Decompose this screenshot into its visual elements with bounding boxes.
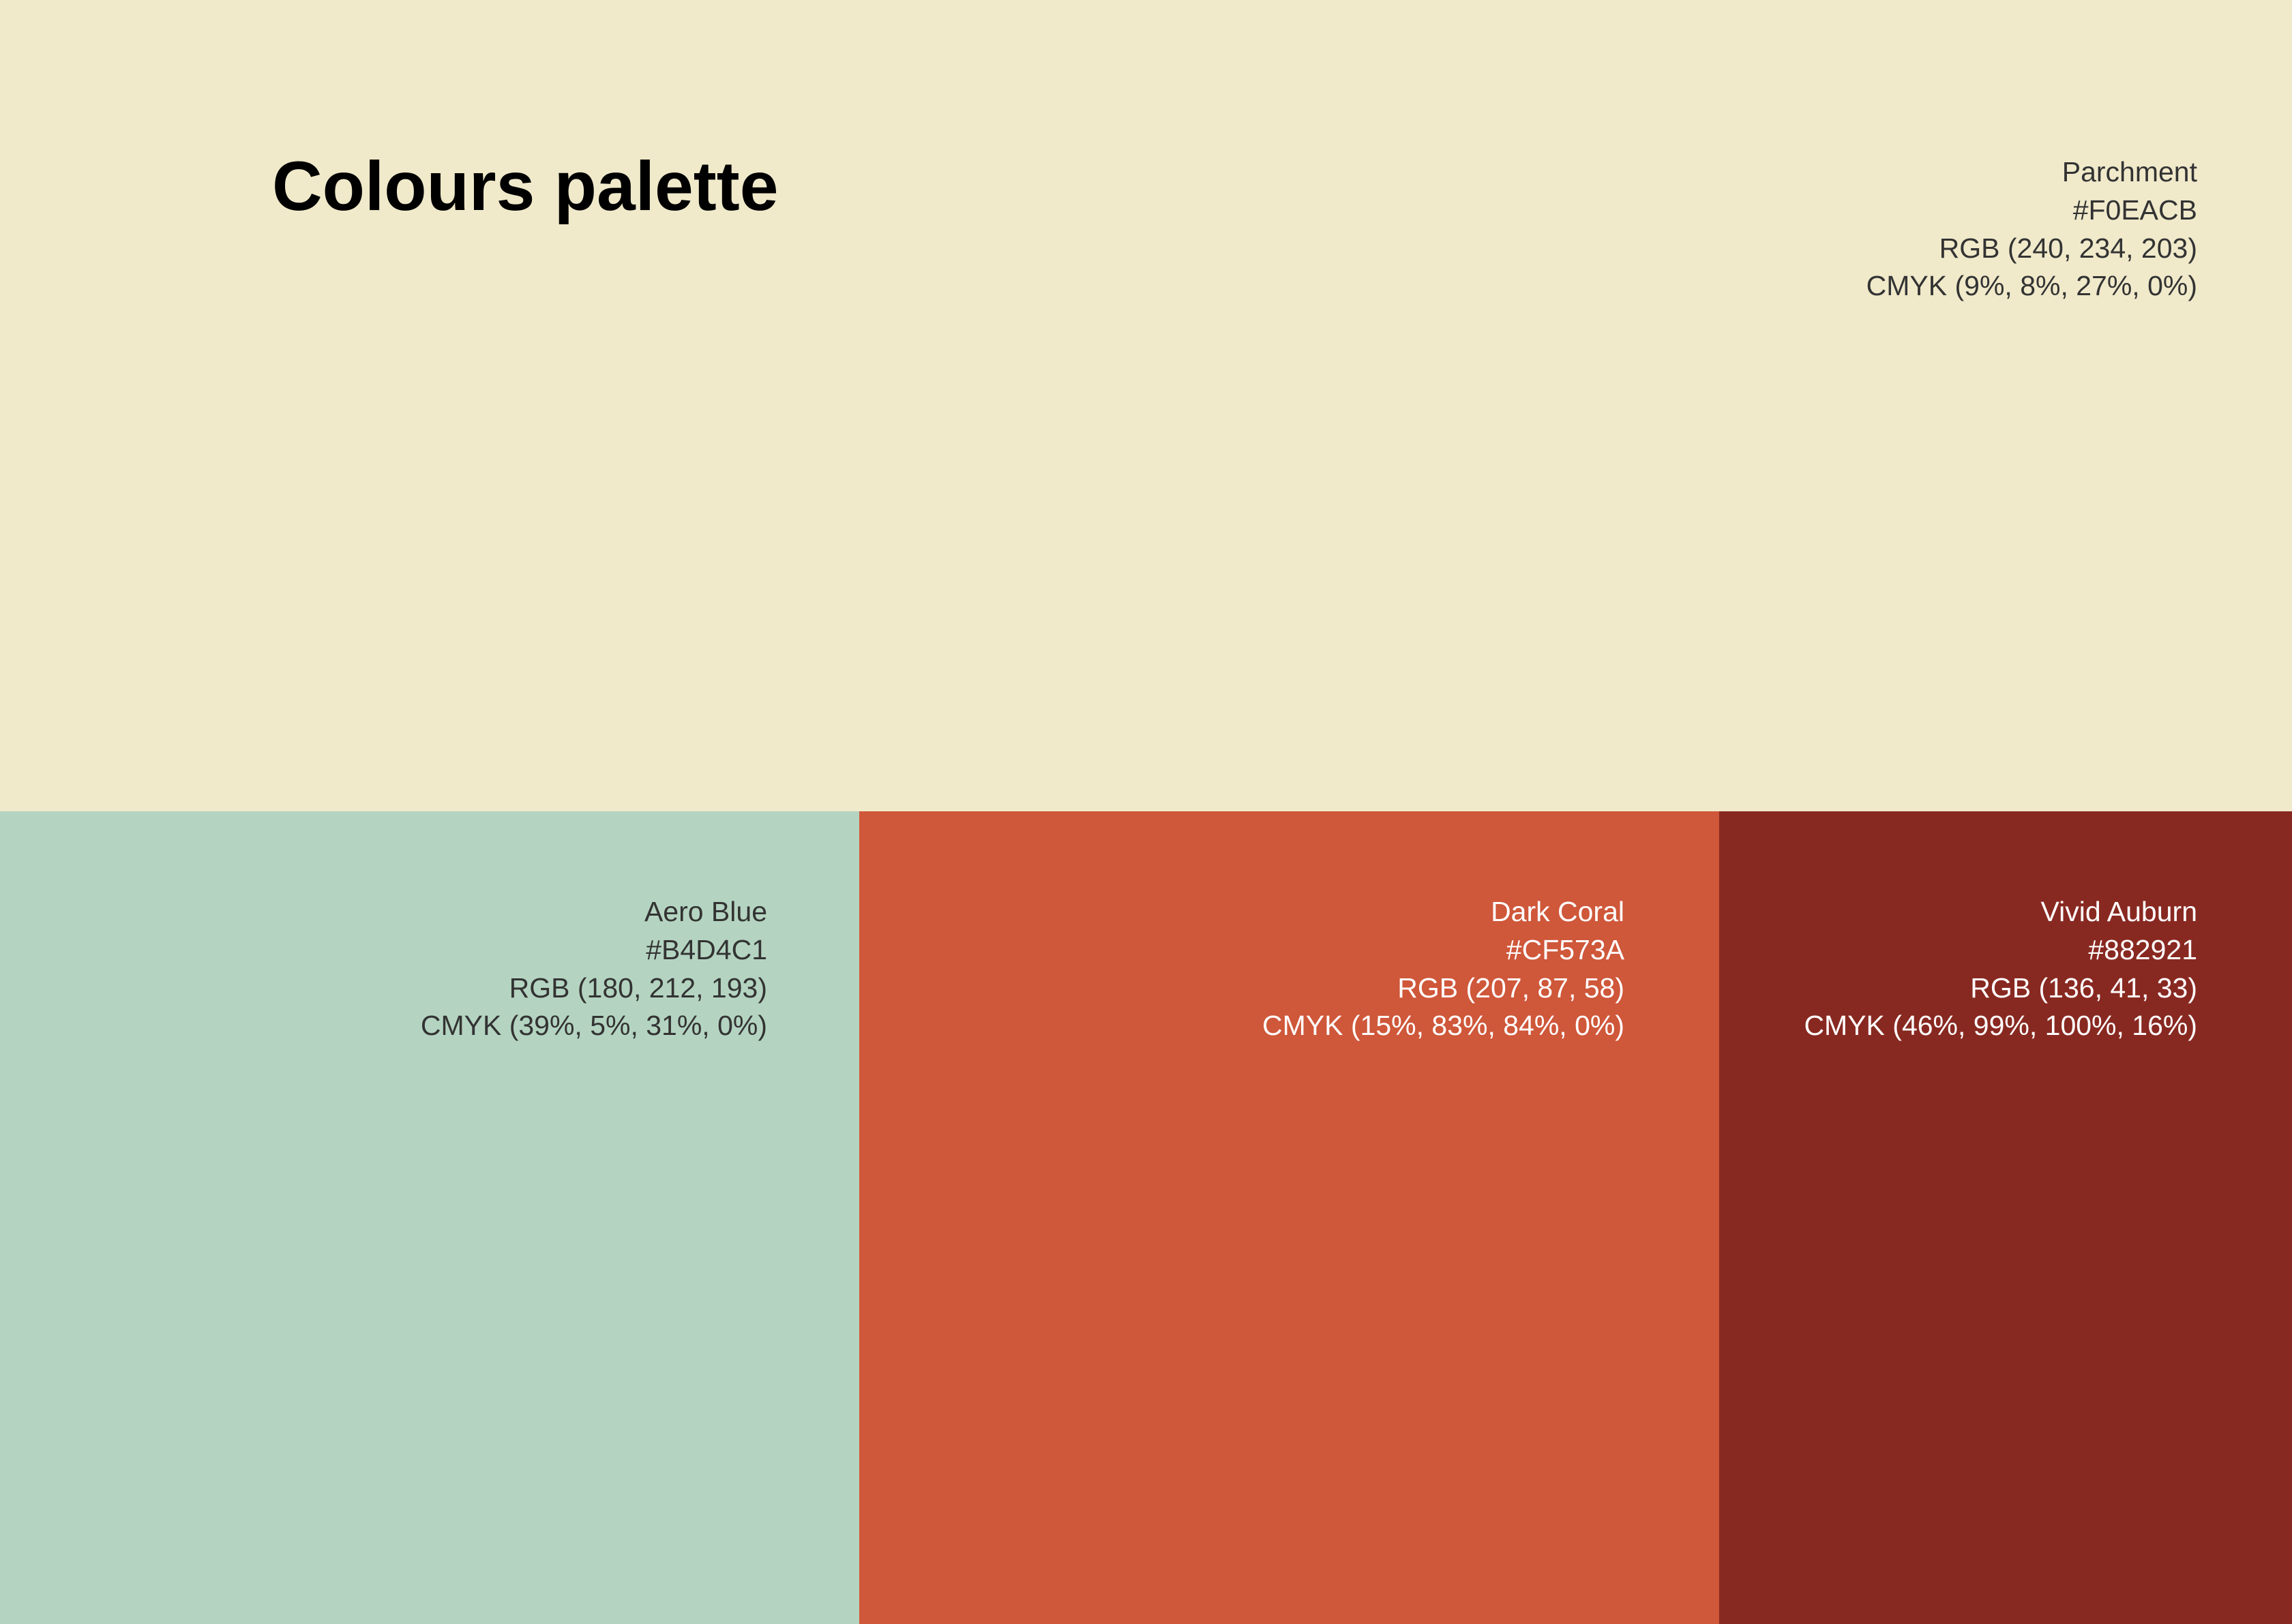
color-cmyk: CMYK (15%, 83%, 84%, 0%) (1262, 1010, 1624, 1042)
swatch-info: Dark Coral #CF573A RGB (207, 87, 58) CMY… (1262, 893, 1624, 1045)
color-name: Vivid Auburn (2040, 896, 2197, 927)
color-hex: #882921 (2088, 933, 2197, 965)
color-cmyk: CMYK (39%, 5%, 31%, 0%) (420, 1010, 767, 1042)
color-hex: #CF573A (1506, 933, 1624, 965)
color-cmyk: CMYK (9%, 8%, 27%, 0%) (1866, 270, 2197, 302)
title: Colours palette (272, 147, 779, 225)
color-name: Dark Coral (1491, 896, 1624, 927)
color-hex: #B4D4C1 (646, 933, 767, 965)
swatch: Dark Coral #CF573A RGB (207, 87, 58) CMY… (859, 811, 1719, 1624)
color-rgb: RGB (136, 41, 33) (1970, 972, 2197, 1004)
swatch: Colours palette Parchment #F0EACB RGB (2… (0, 0, 2292, 811)
swatch-info: Aero Blue #B4D4C1 RGB (180, 212, 193) CM… (421, 893, 767, 1045)
swatch-info: Parchment #F0EACB RGB (240, 234, 203) CM… (1866, 153, 2197, 305)
swatch-info: Vivid Auburn #882921 RGB (136, 41, 33) C… (1804, 893, 2197, 1045)
swatch: Vivid Auburn #882921 RGB (136, 41, 33) C… (1719, 811, 2292, 1624)
color-cmyk: CMYK (46%, 99%, 100%, 16%) (1804, 1010, 2197, 1042)
color-rgb: RGB (207, 87, 58) (1397, 972, 1624, 1004)
color-hex: #F0EACB (2072, 194, 2197, 226)
color-rgb: RGB (180, 212, 193) (509, 972, 767, 1004)
color-name: Aero Blue (644, 896, 767, 927)
color-rgb: RGB (240, 234, 203) (1939, 232, 2197, 264)
swatch: Aero Blue #B4D4C1 RGB (180, 212, 193) CM… (0, 811, 859, 1624)
color-name: Parchment (2062, 156, 2197, 187)
